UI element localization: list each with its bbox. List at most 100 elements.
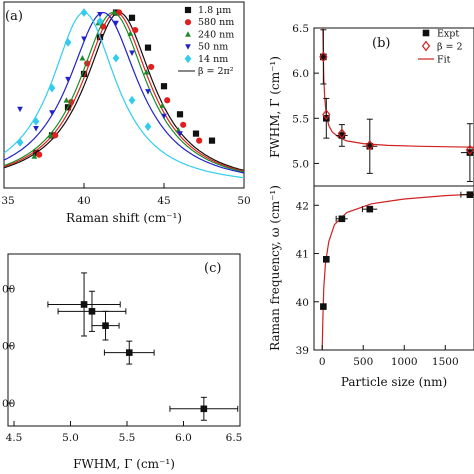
panel-a-point-4 <box>32 116 40 126</box>
panel-b-bottom-xtick-label: 1000 <box>391 356 418 368</box>
panel-a-point-0 <box>176 111 184 118</box>
panel-b-top: 5.0 5.5 6.0 6.5 (b) FWHM, Γ (cm⁻¹) Expt β = … <box>268 23 474 187</box>
panel-a: 35 40 45 50 (a) Raman shift (cm⁻¹) 1.8 µm58… <box>1 1 251 225</box>
panel-a-point-2 <box>127 30 134 36</box>
panel-a-point-2 <box>143 69 150 75</box>
panel-a-point-2 <box>31 153 38 159</box>
panel-a-legend-marker-0 <box>184 6 192 14</box>
panel-a-point-4 <box>144 122 152 131</box>
panel-b-legend-label-2: Fit <box>437 55 451 66</box>
panel-a-point-1 <box>164 97 171 104</box>
panel-c-point <box>80 301 88 308</box>
panel-a-point-1 <box>196 137 203 144</box>
panel-c-point <box>200 405 208 413</box>
panel-a-legend-label-3: 50 nm <box>198 42 228 53</box>
panel-b-label: (b) <box>372 36 390 51</box>
panel-b-bottom-expt-point <box>320 303 327 310</box>
panel-a-point-1 <box>180 121 187 128</box>
panel-b-legend-label-0: Expt <box>437 29 459 40</box>
panel-a-xtick-label: 45 <box>157 195 170 207</box>
panel-c-xtick-label: 5.5 <box>119 432 136 444</box>
panel-a-point-4 <box>80 8 88 17</box>
panel-b-bottom-expt-point <box>338 215 346 223</box>
panel-a-legend-marker-3 <box>185 44 191 50</box>
panel-a-fit-curve-4 <box>3 11 245 179</box>
panel-a-point-4 <box>16 138 24 147</box>
panel-a-legend-marker-2 <box>185 31 191 37</box>
panel-a-point-3 <box>145 89 151 95</box>
panel-a-point-2 <box>47 132 54 138</box>
panel-b-top-ytick-label: 6.0 <box>292 68 309 80</box>
panel-a-label: (a) <box>5 9 23 24</box>
panel-c-ytick-label: 00 <box>2 283 15 295</box>
panel-c-xlabel: FWHM, Γ (cm⁻¹) <box>73 457 175 471</box>
panel-c-frame <box>7 253 241 427</box>
panel-a-legend-marker-4 <box>184 54 192 64</box>
panel-a-legend-label-2: 240 nm <box>198 29 234 40</box>
panel-a-fit-curve-2 <box>3 11 245 173</box>
panel-a-point-3 <box>97 11 103 18</box>
panel-b-top-ytick-label: 5.0 <box>292 158 309 170</box>
panel-b-bottom-ytick-label: 39 <box>296 345 309 357</box>
panel-a-point-3 <box>17 106 23 113</box>
panel-a-point-1 <box>116 9 123 16</box>
panel-c-xtick-label: 5.0 <box>62 432 79 444</box>
panel-a-point-1 <box>148 63 155 71</box>
panel-a-point-0 <box>160 83 168 90</box>
panel-a-point-1 <box>132 26 139 34</box>
panel-a-point-4 <box>96 16 104 26</box>
panel-a-legend-fit-label: β = 2π² <box>198 66 234 77</box>
panel-b-bottom-expt-point <box>466 191 474 198</box>
panel-a-point-1 <box>52 132 59 139</box>
panel-b-top-model-point <box>365 139 374 151</box>
panel-a-point-0 <box>208 137 216 144</box>
panel-a-frame <box>3 1 245 189</box>
panel-a-point-0 <box>192 130 200 137</box>
panel-a-point-0 <box>128 14 136 21</box>
panel-b-legend: Expt β = 2 Fit <box>418 29 463 66</box>
panel-a-point-3 <box>113 20 119 27</box>
panel-a-point-2 <box>79 55 86 61</box>
panel-a-point-3 <box>33 125 39 132</box>
panel-a-point-3 <box>65 76 71 83</box>
panel-c-point <box>88 308 96 315</box>
panel-a-point-3 <box>129 50 135 57</box>
panel-a-legend-label-1: 580 nm <box>198 17 234 28</box>
panel-a-xlabel: Raman shift (cm⁻¹) <box>66 211 182 225</box>
panel-b-bottom-xtick-label: 0 <box>319 356 326 368</box>
panel-b-bottom-expt-point <box>323 256 330 263</box>
panel-b-bottom-xtick-label: 1500 <box>432 356 459 368</box>
panel-a-point-3 <box>177 131 183 137</box>
panel-a-point-4 <box>128 95 136 105</box>
panel-a-point-4 <box>48 83 56 93</box>
panel-b-bottom-fit-curve <box>321 193 474 351</box>
panel-a-fit-curve-0 <box>3 11 245 172</box>
panel-a-point-3 <box>49 110 55 116</box>
panel-c-point <box>102 322 109 329</box>
panel-b-top-model-point <box>337 128 347 140</box>
panel-a-point-4 <box>112 53 120 63</box>
panel-b-top-model-point <box>322 109 331 121</box>
panel-b-bottom-ytick-label: 42 <box>296 200 309 212</box>
panel-c-point <box>125 349 133 356</box>
panel-b-top-model-point <box>319 51 328 63</box>
panel-b-top-ytick-label: 6.5 <box>292 23 309 35</box>
panel-c-xtick-label: 6.5 <box>226 432 243 444</box>
panel-a-point-2 <box>111 9 118 15</box>
panel-b-bottom-ylabel: Raman frequency, ω (cm⁻¹) <box>268 185 282 351</box>
panel-a-xtick-label: 40 <box>77 195 90 207</box>
panel-b-top-model-point <box>465 144 474 156</box>
panel-b-legend-expt-marker <box>422 29 430 37</box>
panel-b-bottom-frame <box>313 185 474 351</box>
panel-c-ytick-label: 00 <box>2 398 15 410</box>
panel-c-xtick-label: 4.5 <box>6 432 23 444</box>
panel-b-top-ylabel: FWHM, Γ (cm⁻¹) <box>268 56 282 158</box>
panel-b-bottom-ytick-label: 40 <box>296 297 309 309</box>
panel-c-label: (c) <box>204 261 221 276</box>
panel-c-xtick-label: 6.0 <box>175 432 192 444</box>
panel-a-legend-label-0: 1.8 µm <box>198 5 231 16</box>
panel-b-bottom-expt-point <box>366 205 374 213</box>
panel-b-bottom: 39 40 41 42 0 500 1000 1500 Raman frequency, ω … <box>268 185 474 389</box>
